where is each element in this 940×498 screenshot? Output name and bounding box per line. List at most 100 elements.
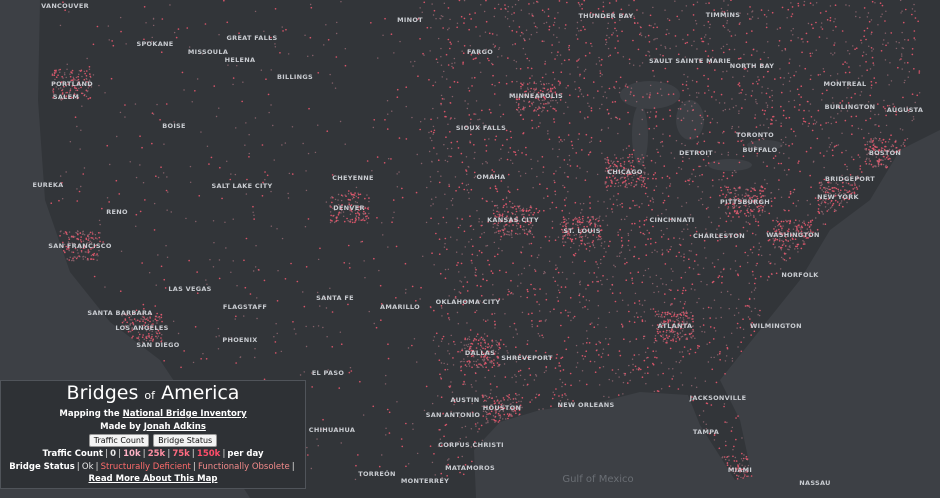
place-label: BURLINGTON (825, 103, 876, 111)
place-label: DALLAS (465, 349, 495, 357)
place-label: MINNEAPOLIS (509, 92, 563, 100)
button[interactable]: Traffic Count (88, 434, 150, 447)
place-label: CHEYENNE (332, 174, 374, 182)
place-label: ATLANTA (658, 322, 693, 330)
legend-item: Structurally Deficient (100, 461, 191, 472)
place-label: TORREÓN (358, 469, 395, 478)
place-label: HELENA (225, 56, 256, 64)
link[interactable]: National Bridge Inventory (122, 409, 247, 419)
place-label: SALT LAKE CITY (212, 182, 273, 190)
place-label: CHARLESTON (693, 232, 745, 240)
link[interactable]: Read More About This Map (88, 474, 218, 484)
place-label: THUNDER BAY (578, 12, 633, 20)
place-label: MINOT (397, 16, 423, 24)
place-label: NORTH BAY (730, 62, 775, 70)
lake (632, 105, 648, 165)
legend-unit: per day (227, 449, 264, 459)
subtitle: Mapping the (59, 409, 120, 419)
place-label: WILMINGTON (750, 322, 802, 330)
legend-label: Bridge Status (9, 461, 75, 472)
separator: | (167, 449, 171, 459)
place-label: JACKSONVILLE (689, 394, 747, 402)
legend-label: Traffic Count (42, 449, 103, 459)
separator: | (191, 449, 195, 459)
place-label: OKLAHOMA CITY (436, 298, 501, 306)
lake (708, 159, 752, 171)
water-label: Gulf of Mexico (562, 474, 633, 485)
place-label: LOS ANGELES (115, 324, 168, 332)
legend-item: 10k (123, 449, 141, 459)
link[interactable]: Jonah Adkins (143, 421, 206, 432)
place-label: LAS VEGAS (168, 285, 211, 293)
place-label: EL PASO (312, 369, 345, 377)
separator: | (95, 461, 99, 472)
place-label: HOUSTON (483, 404, 521, 412)
place-label: DENVER (333, 204, 365, 212)
lake (747, 140, 783, 150)
traffic-legend: Traffic Count | 0 | 10k | 25k | 75k | 150k | per day (1, 448, 305, 461)
place-label: MISSOULA (188, 48, 228, 56)
place-label: SAN DIEGO (136, 341, 179, 349)
place-label: PORTLAND (51, 80, 93, 88)
legend-item: 150k (196, 449, 221, 459)
place-label: SHREVEPORT (501, 354, 553, 362)
place-label: TAMPA (693, 428, 719, 436)
place-label: ST. LOUIS (563, 227, 600, 235)
place-label: AUSTIN (451, 396, 480, 404)
place-label: RENO (106, 208, 128, 216)
place-label: AUGUSTA (887, 106, 923, 114)
info-panel: Bridges of America Mapping the National … (0, 380, 306, 489)
separator: | (104, 449, 109, 459)
place-label: GREAT FALLS (227, 34, 278, 42)
button[interactable]: Bridge Status (153, 434, 218, 447)
place-label: BOISE (162, 122, 186, 130)
separator: | (76, 461, 80, 472)
place-label: OMAHA (477, 173, 506, 181)
place-label: PITTSBURGH (720, 198, 770, 206)
place-label: PHOENIX (222, 336, 257, 344)
legend-item: 0 (110, 449, 117, 459)
place-label: NEW ORLEANS (558, 401, 615, 409)
place-label: CORPUS CHRISTI (438, 441, 504, 449)
place-label: NEW YORK (817, 193, 859, 201)
bridge-dots (50, 0, 921, 480)
title-word: Bridges (66, 382, 139, 404)
place-label: SIOUX FALLS (456, 124, 506, 132)
place-label: SAULT SAINTE MARIE (649, 57, 731, 65)
land (38, 0, 940, 498)
separator: | (291, 461, 295, 472)
place-label: BUFFALO (743, 146, 778, 154)
place-label: NASSAU (799, 479, 830, 487)
place-label: SPOKANE (136, 40, 173, 48)
place-label: BOSTON (869, 149, 901, 157)
place-label: VANCOUVER (41, 2, 89, 10)
place-label: MIAMI (728, 466, 752, 474)
separator: | (142, 449, 146, 459)
legend-item: Functionally Obsolete (198, 461, 290, 472)
place-label: CINCINNATI (649, 216, 694, 224)
legend-item: 25k (147, 449, 166, 459)
title-word: America (161, 382, 240, 404)
place-label: SANTA FE (316, 294, 354, 302)
legend-item: 75k (172, 449, 190, 459)
separator: | (192, 461, 196, 472)
title: Bridges of America (1, 381, 305, 408)
lake (676, 100, 704, 140)
place-label: CHIHUAHUA (309, 426, 355, 434)
place-label: WASHINGTON (766, 231, 820, 239)
place-label: CHICAGO (607, 168, 643, 176)
place-label: KANSAS CITY (487, 216, 539, 224)
separator: | (222, 449, 226, 459)
place-label: MONTERREY (401, 477, 449, 485)
place-label: SAN FRANCISCO (48, 242, 112, 250)
place-label: FLAGSTAFF (223, 303, 267, 311)
byline: Made by (100, 421, 141, 432)
place-label: SAN ANTONIO (426, 411, 481, 419)
place-label: FARGO (467, 48, 493, 56)
place-label: DETROIT (679, 149, 713, 157)
legend-item: Ok (81, 461, 94, 472)
separator: | (118, 449, 122, 459)
place-label: SALEM (53, 93, 79, 101)
title-word: of (144, 389, 156, 402)
